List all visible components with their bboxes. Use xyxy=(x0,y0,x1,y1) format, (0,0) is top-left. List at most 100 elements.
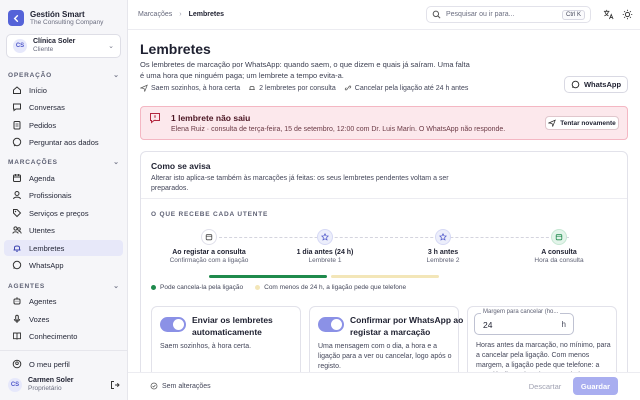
option-desc: Uma mensagem com o dia, a hora e a ligaç… xyxy=(318,343,452,370)
sidebar-item-utentes[interactable]: Utentes xyxy=(4,222,123,238)
retry-button[interactable]: Tentar novamente xyxy=(545,116,619,130)
sidebar-item-conversas[interactable]: Conversas xyxy=(4,99,123,115)
theme-toggle-icon[interactable] xyxy=(622,9,633,20)
section-marcacoes[interactable]: MARCAÇÕES ⌄ xyxy=(8,158,119,167)
bell-icon xyxy=(13,245,21,252)
auto-send-toggle[interactable] xyxy=(160,317,186,332)
sidebar-item-vozes[interactable]: Vozes xyxy=(4,311,123,327)
topbar: Marcações › Lembretes Pesquisar ou ir pa… xyxy=(128,0,640,30)
sidebar-item-profissionais[interactable]: Profissionais xyxy=(4,187,123,203)
bell-badge-icon xyxy=(317,229,333,245)
field-unit: h xyxy=(561,320,566,329)
card-description: Alterar isto aplica-se também às marcaçõ… xyxy=(151,175,449,192)
user-role: Proprietário xyxy=(28,385,62,392)
timeline-step: A consulta Hora da consulta xyxy=(509,229,609,264)
section-operacao[interactable]: OPERAÇÃO ⌄ xyxy=(8,71,119,80)
send-icon xyxy=(548,119,557,127)
page-title: Lembretes xyxy=(140,41,211,57)
brand[interactable]: Gestión Smart The Consulting Company xyxy=(0,0,127,28)
search-input[interactable]: Pesquisar ou ir para... Ctrl K xyxy=(426,6,591,23)
confirm-whatsapp-toggle[interactable] xyxy=(318,317,344,332)
chevron-down-icon: ⌄ xyxy=(113,283,119,290)
org-name: Clínica Soler xyxy=(33,38,76,45)
send-icon xyxy=(140,84,148,92)
user-circle-icon xyxy=(12,359,22,369)
settings-card: Como se avisa Alterar isto aplica-se tam… xyxy=(140,151,628,400)
save-button[interactable]: Guardar xyxy=(573,377,618,395)
meta-count: 2 lembretes por consulta xyxy=(248,84,336,92)
discard-button[interactable]: Descartar xyxy=(528,382,562,391)
whatsapp-icon xyxy=(12,260,22,270)
option-title: Confirmar por WhatsApp ao registar a mar… xyxy=(350,315,464,337)
alert-text: Elena Ruiz · consulta de terça-feira, 15… xyxy=(171,126,506,133)
sidebar-item-pedidos[interactable]: Pedidos xyxy=(4,117,123,133)
page-description: Os lembretes de marcação por WhatsApp: q… xyxy=(140,60,470,80)
option-title: Enviar os lembretes automaticamente xyxy=(192,315,273,337)
whatsapp-icon xyxy=(571,80,580,89)
logout-icon[interactable] xyxy=(110,380,120,390)
sidebar-item-agenda[interactable]: Agenda xyxy=(4,170,123,186)
phone-only-bar xyxy=(331,275,439,278)
legend-less-24: Com menos de 24 h, a ligação pede que te… xyxy=(255,284,406,291)
field-value: 24 xyxy=(483,320,493,330)
sidebar-item-conhecimento[interactable]: Conhecimento xyxy=(4,328,123,344)
chevron-down-icon: ⌄ xyxy=(113,159,119,166)
timeline-legend: Pode cancela-la pela ligação Com menos d… xyxy=(151,284,406,291)
failed-reminder-alert: 1 lembrete não saiu Elena Ruiz · consult… xyxy=(140,106,628,140)
home-icon xyxy=(13,86,21,94)
alert-title: 1 lembrete não saiu xyxy=(171,113,251,123)
timeline-track xyxy=(209,237,569,238)
chat-icon xyxy=(13,103,21,112)
book-icon xyxy=(13,332,21,340)
cancel-window-bar xyxy=(209,275,327,278)
sidebar-item-whatsapp[interactable]: WhatsApp xyxy=(4,257,123,273)
org-avatar: CS xyxy=(13,39,27,53)
users-icon xyxy=(12,226,22,234)
divider xyxy=(141,198,627,199)
sidebar-item-agentes[interactable]: Agentes xyxy=(4,293,123,309)
calendar-check-icon xyxy=(551,229,567,245)
bell-badge-icon xyxy=(435,229,451,245)
shortcut-badge: Ctrl K xyxy=(562,9,585,20)
link-icon xyxy=(344,85,351,91)
calendar-icon xyxy=(13,174,21,182)
user-badge-icon xyxy=(13,191,21,200)
section-agentes[interactable]: AGENTES ⌄ xyxy=(8,282,119,291)
chevron-right-icon: › xyxy=(179,11,182,18)
bot-icon xyxy=(13,297,21,305)
chevron-updown-icon: ⌄ xyxy=(108,43,114,50)
sidebar-item-servicos[interactable]: Serviços e preços xyxy=(4,205,123,221)
meta-auto: Saem sozinhos, à hora certa xyxy=(140,84,240,92)
brand-name: Gestión Smart xyxy=(30,9,85,19)
sidebar-item-lembretes[interactable]: Lembretes xyxy=(4,240,123,256)
sidebar-item-inicio[interactable]: Início xyxy=(4,82,123,98)
receives-heading: O QUE RECEBE CADA UTENTE xyxy=(151,211,269,218)
question-chat-icon xyxy=(12,137,22,147)
user-card[interactable]: CS Carmen Soler Proprietário xyxy=(8,377,120,393)
brand-subtitle: The Consulting Company xyxy=(30,18,104,26)
card-title: Como se avisa xyxy=(151,161,211,171)
bell-icon xyxy=(249,86,255,90)
calendar-icon xyxy=(201,229,217,245)
org-role: Cliente xyxy=(33,46,54,53)
meta-row: Saem sozinhos, à hora certa 2 lembretes … xyxy=(140,84,468,92)
meta-cancel: Cancelar pela ligação até 24 h antes xyxy=(344,84,468,92)
clipboard-icon xyxy=(13,121,21,130)
sidebar-item-profile[interactable]: O meu perfil xyxy=(4,356,123,372)
user-name: Carmen Soler xyxy=(28,377,74,384)
breadcrumb-parent[interactable]: Marcações xyxy=(138,11,173,18)
status-text: Sem alterações xyxy=(150,382,211,390)
microphone-icon xyxy=(13,314,21,323)
whatsapp-button[interactable]: WhatsApp xyxy=(564,76,628,93)
field-label: Margem para cancelar (ho... xyxy=(481,309,561,315)
alert-message-icon xyxy=(150,113,160,124)
cancel-margin-field[interactable]: Margem para cancelar (ho... 24 h xyxy=(474,309,574,335)
main-content: Marcações › Lembretes Pesquisar ou ir pa… xyxy=(128,0,640,400)
translate-icon[interactable] xyxy=(603,9,614,20)
org-switcher[interactable]: CS Clínica Soler Cliente ⌄ xyxy=(6,34,121,58)
sidebar-item-perguntar[interactable]: Perguntar aos dados xyxy=(4,134,123,150)
legend-can-cancel: Pode cancela-la pela ligação xyxy=(151,284,243,291)
search-icon xyxy=(432,10,441,19)
timeline-step: 1 dia antes (24 h) Lembrete 1 xyxy=(275,229,375,264)
